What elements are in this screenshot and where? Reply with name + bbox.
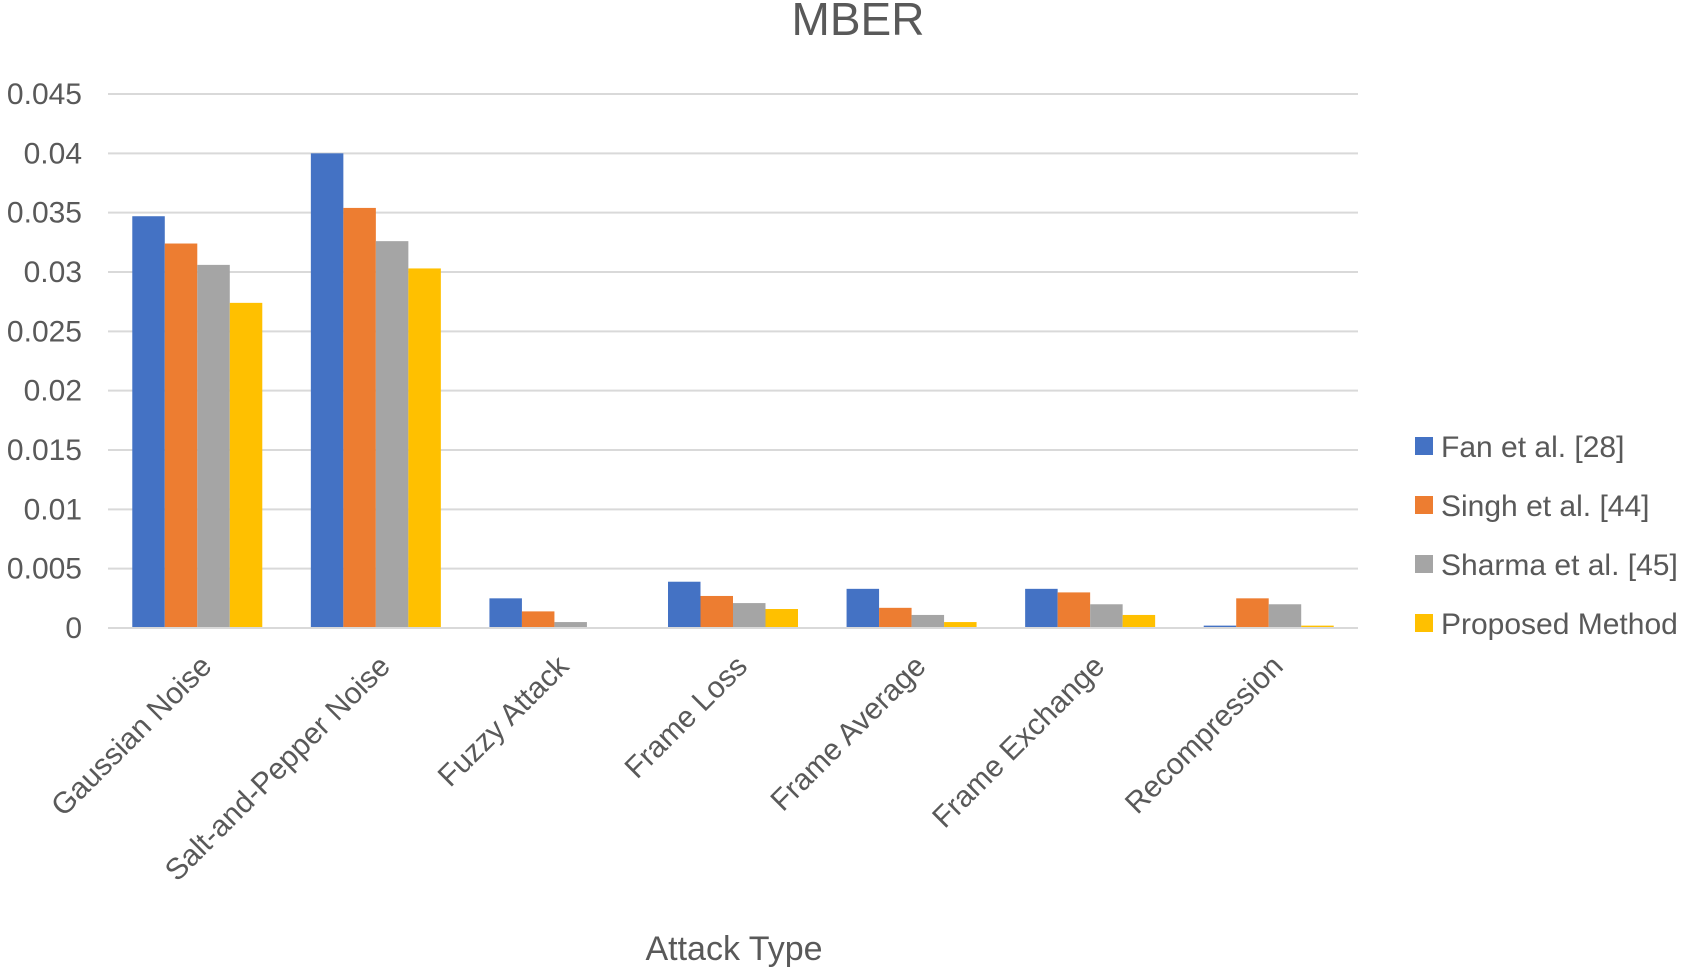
x-axis-title: Attack Type (645, 930, 822, 968)
bar (1122, 614, 1156, 628)
bar (1301, 625, 1334, 628)
bar (229, 302, 263, 628)
legend-swatch (1415, 614, 1433, 632)
legend: Fan et al. [28] Singh et al. [44] Sharma e… (1415, 431, 1678, 641)
bar (375, 241, 409, 628)
bar (1057, 592, 1091, 628)
legend-label: Proposed Method (1441, 608, 1678, 641)
bar (879, 607, 912, 628)
x-tick-label: Frame Loss (619, 650, 754, 785)
bar (554, 622, 587, 628)
legend-swatch (1415, 496, 1433, 514)
bar (164, 243, 198, 628)
bar (1203, 625, 1237, 628)
bar (846, 588, 880, 628)
y-tick-label: 0.04 (24, 137, 82, 170)
y-tick-label: 0.01 (24, 493, 82, 526)
bar (1090, 604, 1123, 628)
y-tick-label: 0.005 (7, 553, 82, 586)
y-tick-label: 0.03 (24, 256, 82, 289)
legend-swatch (1415, 555, 1433, 573)
chart-title: MBER (792, 0, 925, 45)
gridlines (108, 93, 1358, 570)
y-axis-tick-labels: 0 0.005 0.01 0.015 0.02 0.025 0.03 0.035 0.04 0.0… (7, 78, 82, 645)
x-tick-label: Frame Average (765, 650, 933, 818)
bar (1236, 598, 1269, 628)
bar (733, 603, 766, 628)
y-tick-label: 0.015 (7, 434, 82, 467)
bar (132, 216, 165, 628)
bar (521, 611, 555, 628)
x-tick-label: Fuzzy Attack (432, 649, 576, 793)
bar (1025, 588, 1058, 628)
legend-label: Singh et al. [44] (1441, 490, 1649, 523)
y-tick-label: 0.02 (24, 375, 82, 408)
legend-label: Sharma et al. [45] (1441, 549, 1678, 582)
bar (765, 609, 798, 628)
bar (944, 622, 977, 628)
bar (700, 595, 733, 628)
legend-label: Fan et al. [28] (1441, 431, 1624, 464)
y-tick-label: 0.035 (7, 197, 82, 230)
y-tick-label: 0.045 (7, 78, 82, 111)
bar (911, 614, 945, 628)
bar (343, 207, 376, 629)
bar (489, 598, 522, 628)
bar (310, 153, 344, 629)
x-tick-label: Gaussian Noise (45, 650, 218, 823)
y-tick-label: 0.025 (7, 315, 82, 348)
x-tick-label: Frame Exchange (926, 650, 1111, 835)
x-tick-label: Recompression (1119, 650, 1290, 821)
bars (132, 153, 1334, 629)
legend-swatch (1415, 437, 1433, 455)
bar (408, 268, 441, 628)
bar (1268, 604, 1302, 628)
y-tick-label: 0 (65, 612, 82, 645)
bar (197, 264, 230, 628)
bar (668, 581, 701, 628)
